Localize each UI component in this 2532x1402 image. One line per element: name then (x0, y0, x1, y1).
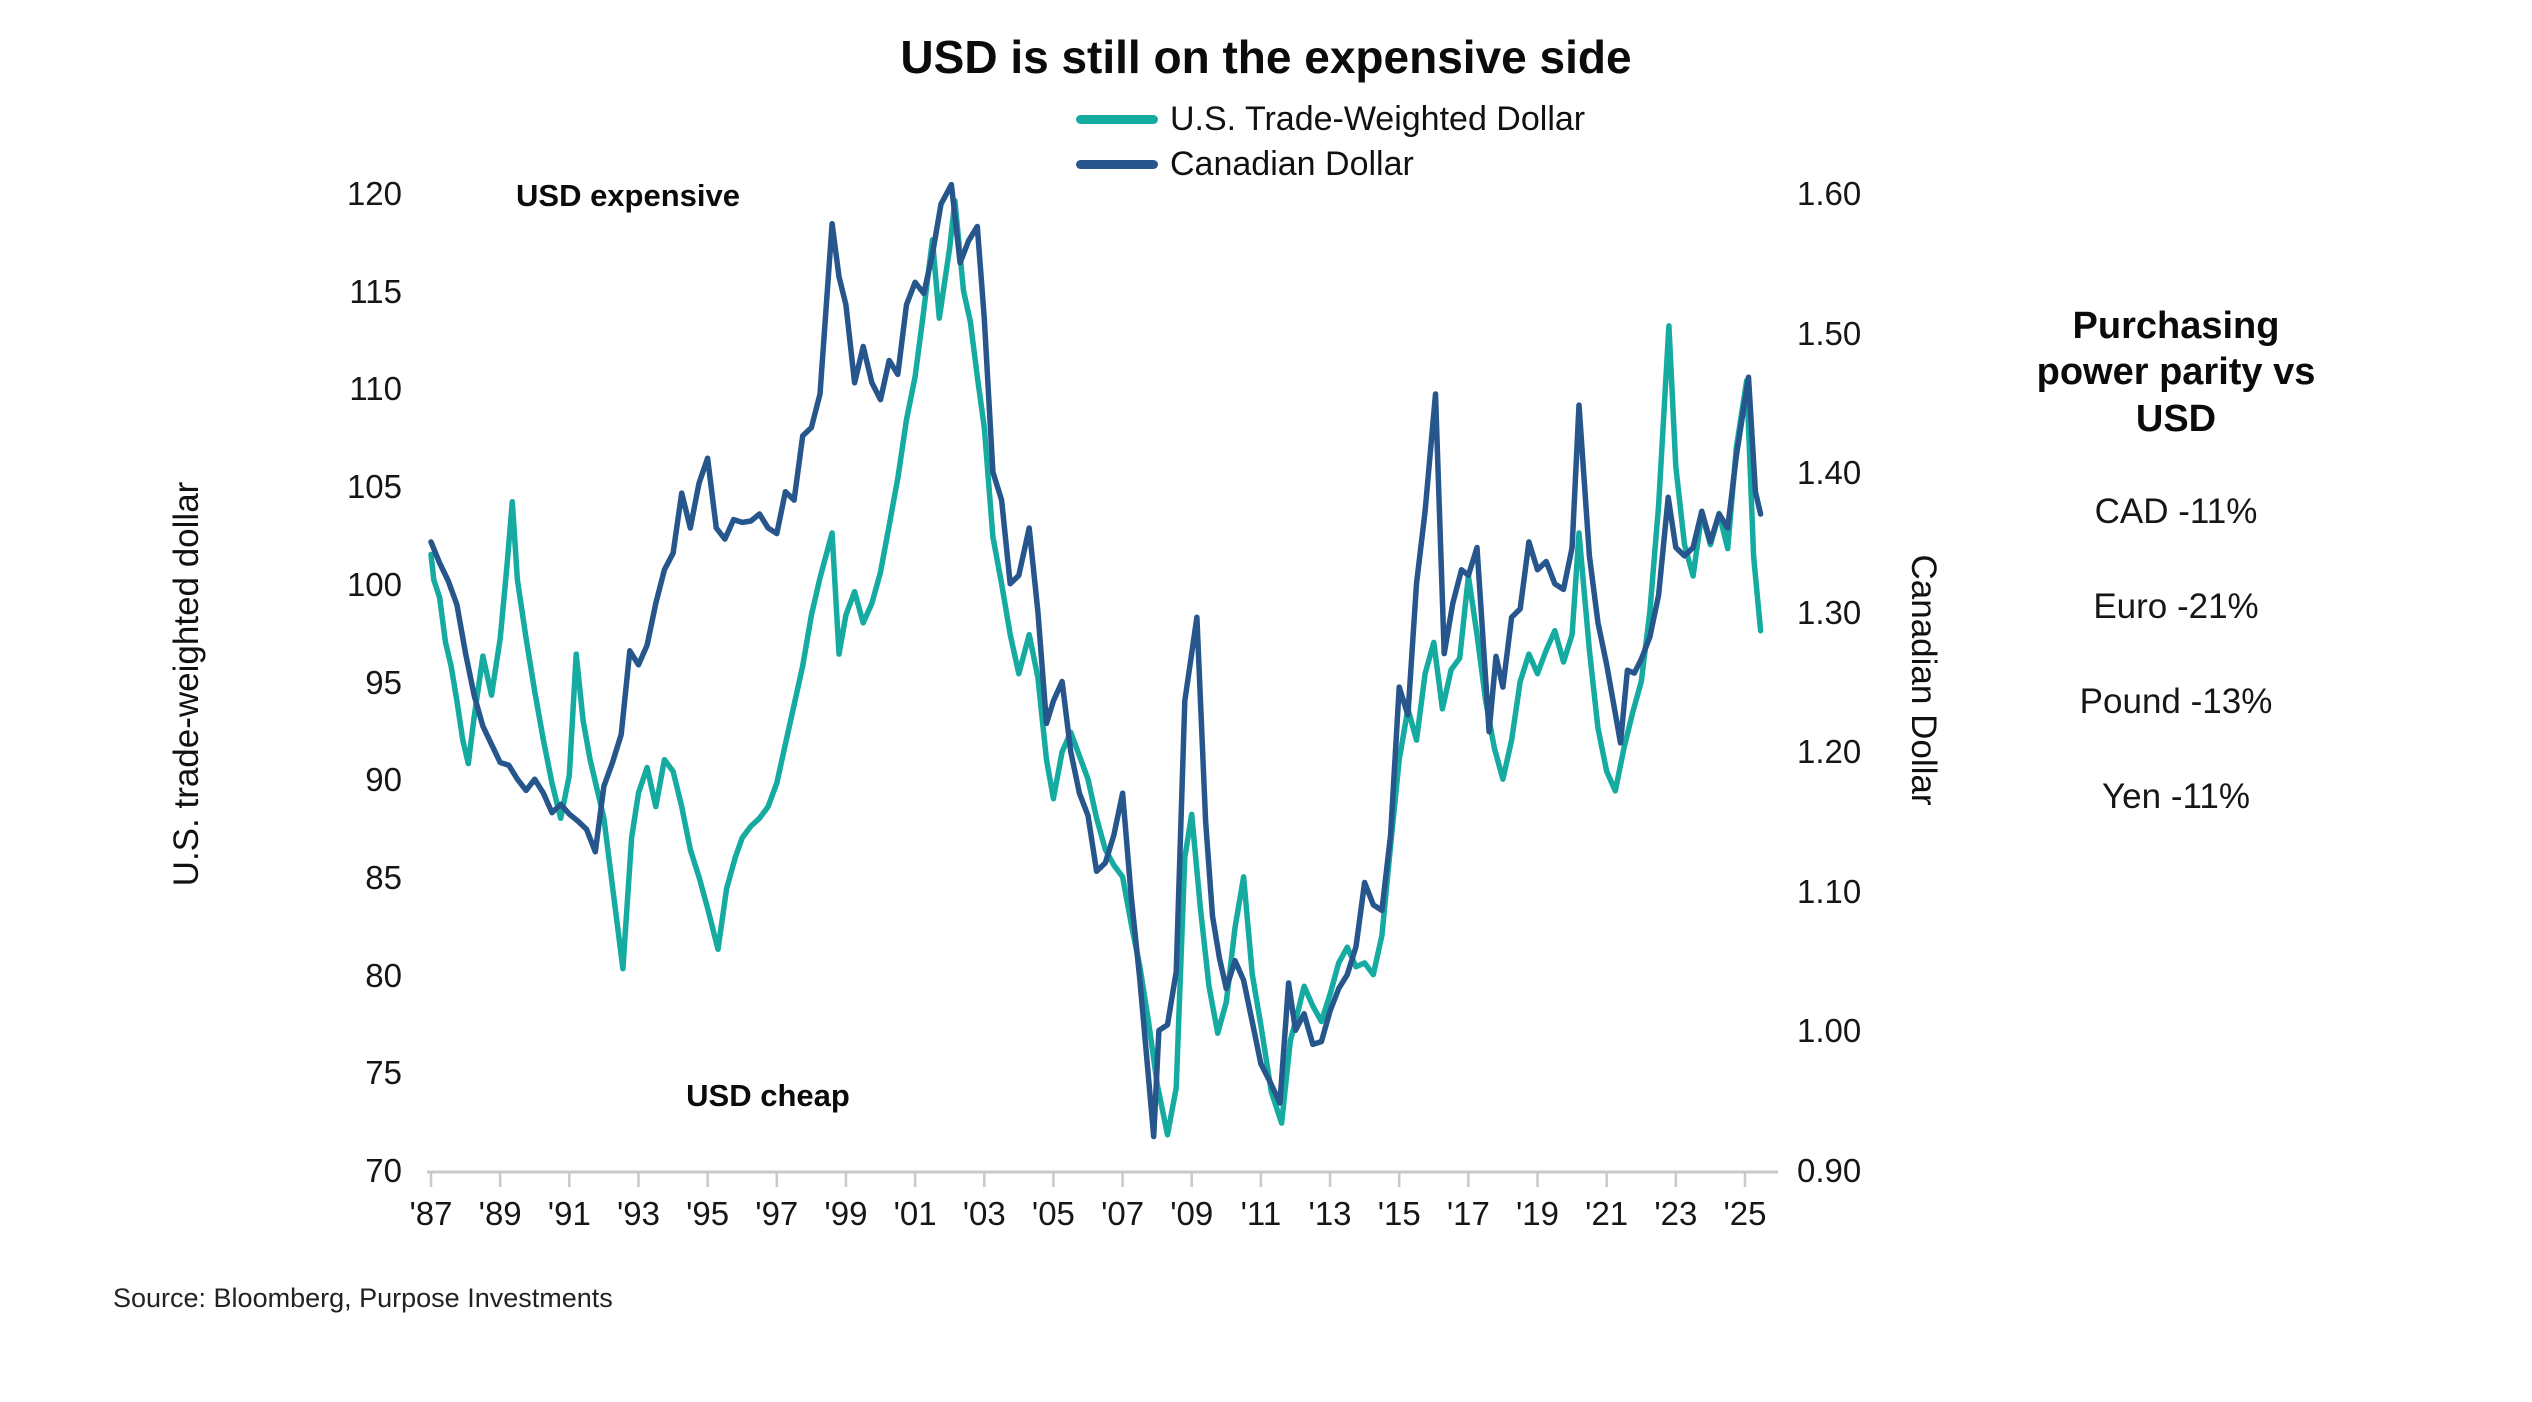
x-tick-label: '13 (1308, 1195, 1352, 1232)
y-left-tick-label: 120 (346, 175, 402, 212)
x-tick-label: '05 (1031, 1195, 1075, 1232)
x-tick-label: '89 (478, 1195, 522, 1232)
x-tick-label: '93 (616, 1195, 660, 1232)
x-tick-label: '15 (1377, 1195, 1421, 1232)
y-left-tick-label: 70 (365, 1152, 402, 1189)
annotation-usd-expensive: USD expensive (516, 178, 740, 213)
y-left-tick-label: 80 (365, 956, 402, 994)
chart-title: USD is still on the expensive side (900, 31, 1632, 83)
legend-item-cad: Canadian Dollar (1076, 142, 1585, 187)
y-left-tick-label: 110 (349, 370, 402, 408)
y-left-tick-label: 85 (365, 858, 402, 896)
y-right-tick-label: 0.90 (1797, 1152, 1862, 1189)
twd-line-swatch (1076, 115, 1158, 124)
x-tick-label: '07 (1101, 1195, 1145, 1232)
y-right-tick-label: 1.40 (1797, 454, 1862, 492)
legend: U.S. Trade-Weighted Dollar Canadian Doll… (1076, 97, 1585, 187)
y-right-tick-label: 1.60 (1797, 175, 1862, 212)
x-tick-label: '91 (547, 1195, 591, 1232)
x-tick-label: '01 (893, 1195, 937, 1232)
x-tick-label: '99 (824, 1195, 868, 1232)
y-left-tick-label: 100 (346, 565, 402, 603)
x-tick-label: '21 (1585, 1195, 1629, 1232)
x-tick-label: '11 (1240, 1195, 1282, 1232)
y-left-tick-label: 115 (349, 272, 402, 310)
ppp-item-pound: Pound -13% (2079, 682, 2273, 722)
x-tick-label: '17 (1446, 1195, 1490, 1232)
line-series-cad (428, 181, 1764, 1140)
annotation-usd-cheap: USD cheap (686, 1078, 850, 1113)
x-tick-label: '87 (409, 1195, 453, 1232)
y-right-tick-label: 1.30 (1797, 593, 1862, 631)
y-right-tick-label: 1.10 (1797, 872, 1862, 910)
ppp-item-euro: Euro -21% (2093, 587, 2259, 627)
x-tick-label: '03 (962, 1195, 1006, 1232)
ppp-heading: Purchasing power parity vs USD (2036, 305, 2316, 440)
x-tick-label: '09 (1170, 1195, 1214, 1232)
x-tick-label: '25 (1723, 1195, 1767, 1232)
legend-item-twd: U.S. Trade-Weighted Dollar (1076, 97, 1585, 142)
source-note: Source: Bloomberg, Purpose Investments (113, 1283, 613, 1313)
legend-label-twd: U.S. Trade-Weighted Dollar (1170, 100, 1586, 138)
cad-line-swatch (1076, 160, 1158, 169)
x-tick-label: '95 (686, 1195, 730, 1232)
y-left-tick-label: 90 (365, 761, 402, 799)
x-tick-label: '97 (755, 1195, 799, 1232)
y-left-tick-label: 105 (346, 468, 402, 506)
y-right-tick-label: 1.50 (1797, 314, 1862, 352)
ppp-item-cad: CAD -11% (2094, 492, 2258, 532)
y-left-tick-label: 75 (365, 1054, 402, 1092)
y-right-tick-label: 1.00 (1797, 1012, 1862, 1050)
x-tick-label: '19 (1516, 1195, 1560, 1232)
y-right-tick-label: 1.20 (1797, 733, 1862, 771)
ppp-item-yen: Yen -11% (2102, 777, 2250, 817)
y-left-tick-label: 95 (365, 663, 402, 701)
x-tick-label: '23 (1654, 1195, 1698, 1232)
ppp-panel: Purchasing power parity vs USD CAD -11% … (2015, 303, 2337, 872)
legend-label-cad: Canadian Dollar (1170, 145, 1414, 183)
